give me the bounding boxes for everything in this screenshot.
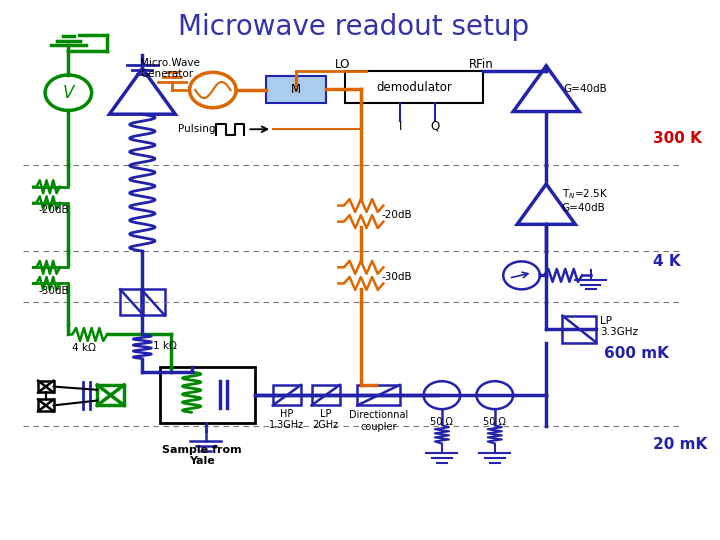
Text: LO: LO: [335, 58, 350, 71]
Bar: [120, 289, 143, 315]
Text: V: V: [63, 84, 74, 102]
Text: M: M: [291, 83, 301, 96]
Bar: [141, 289, 165, 315]
Bar: [38, 400, 53, 411]
Text: T$_N$=2.5K
G=40dB: T$_N$=2.5K G=40dB: [562, 187, 608, 213]
Bar: [562, 316, 596, 342]
Text: Q: Q: [430, 119, 439, 132]
Text: RFin: RFin: [469, 58, 493, 71]
Text: Microwave readout setup: Microwave readout setup: [179, 13, 529, 41]
Text: LP
3.3GHz: LP 3.3GHz: [600, 315, 638, 337]
Text: 4 K: 4 K: [653, 254, 681, 269]
Bar: [273, 385, 301, 406]
Text: LP
2GHz: LP 2GHz: [312, 409, 338, 430]
Bar: [97, 385, 124, 406]
Text: 300 K: 300 K: [653, 131, 702, 146]
Bar: [312, 385, 340, 406]
FancyBboxPatch shape: [266, 76, 325, 104]
Bar: [346, 71, 483, 104]
Text: 4 kΩ: 4 kΩ: [72, 343, 96, 353]
Text: 50 Ω: 50 Ω: [431, 417, 454, 427]
Bar: [357, 385, 400, 406]
Text: 20 mK: 20 mK: [653, 437, 708, 452]
Text: HP
1.3GHz: HP 1.3GHz: [269, 409, 305, 430]
Text: 50 Ω: 50 Ω: [483, 417, 506, 427]
Text: -30dB: -30dB: [39, 287, 69, 296]
Bar: [160, 367, 255, 423]
Text: Directionnal
coupler: Directionnal coupler: [349, 410, 408, 432]
Text: I: I: [399, 119, 402, 132]
Text: demodulator: demodulator: [376, 81, 452, 94]
Text: 600 mK: 600 mK: [604, 346, 669, 361]
Bar: [38, 381, 53, 393]
Text: Sample from
Yale: Sample from Yale: [163, 444, 242, 466]
Text: Micro.Wave
Generator: Micro.Wave Generator: [140, 58, 200, 79]
Text: G=40dB: G=40dB: [564, 84, 608, 93]
Text: -20dB: -20dB: [382, 210, 413, 220]
Text: 1 kΩ: 1 kΩ: [153, 341, 177, 352]
Text: -30dB: -30dB: [382, 272, 413, 282]
Text: -20dB: -20dB: [39, 205, 69, 215]
Text: Pulsing: Pulsing: [178, 124, 215, 134]
